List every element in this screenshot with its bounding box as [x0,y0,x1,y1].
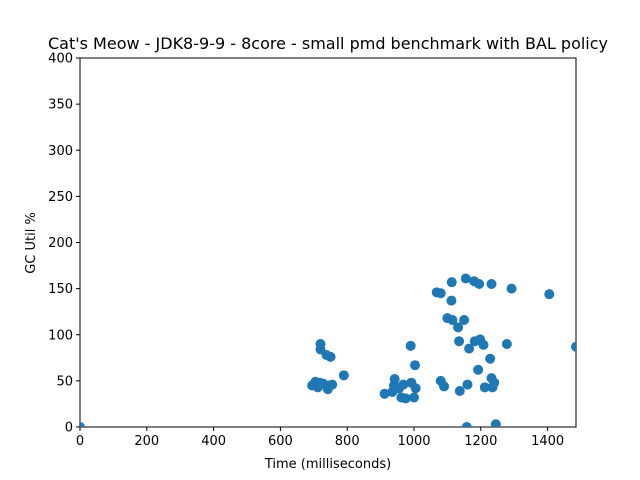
data-point [461,422,472,427]
y-tick-label: 200 [48,236,73,251]
data-point [409,392,420,403]
data-point [486,279,497,290]
data-point [571,341,576,352]
data-point [405,340,416,351]
data-point [459,314,470,325]
data-point [462,379,473,390]
data-point [410,383,421,394]
plot-area [79,57,577,428]
y-tick-label: 0 [65,421,73,436]
data-point [479,382,490,393]
plot-frame [79,57,577,428]
x-tick-label: 800 [335,434,360,449]
data-point [446,295,457,306]
data-point [453,322,464,333]
y-axis-label: GC Util % [24,212,39,274]
data-point [327,379,338,390]
data-point [446,277,457,288]
data-point [454,386,465,397]
chart-title: Cat's Meow - JDK8-9-9 - 8core - small pm… [48,34,608,53]
data-point [478,339,489,350]
x-tick-label: 1400 [531,434,564,449]
data-point [389,374,400,385]
data-point [400,393,411,404]
data-point [473,364,484,375]
data-point [460,273,471,284]
data-point [338,370,349,381]
data-points [80,273,576,427]
data-point [315,338,326,349]
y-tick-label: 50 [56,374,73,389]
data-point [464,343,475,354]
y-tick-label: 150 [48,282,73,297]
y-tick-label: 100 [48,328,73,343]
x-tick-label: 400 [201,434,226,449]
data-point [454,336,465,347]
data-point [435,288,446,299]
data-point [474,279,485,290]
x-tick-label: 600 [268,434,293,449]
x-tick-label: 200 [134,434,159,449]
data-point [398,379,409,390]
x-tick-label: 1200 [464,434,497,449]
y-tick-label: 350 [48,98,73,113]
data-point [379,388,390,399]
data-point [544,289,555,300]
data-point [489,377,500,388]
y-tick-label: 250 [48,190,73,205]
x-axis-label: Time (milliseconds) [264,457,391,472]
x-tick-label: 0 [76,434,84,449]
y-axis: 0 50 100 150 200 250 300 350 400 [48,52,80,436]
data-point [410,360,421,371]
x-axis: 0 200 400 600 800 1000 1200 1400 [76,427,564,449]
data-point [485,353,496,364]
data-point [506,283,517,294]
data-point [501,338,512,349]
y-tick-label: 300 [48,144,73,159]
data-point [447,314,458,325]
data-point [80,422,85,427]
x-tick-label: 1000 [397,434,430,449]
data-point [490,419,501,427]
data-point [439,381,450,392]
y-tick-label: 400 [48,52,73,67]
data-point [325,351,336,362]
